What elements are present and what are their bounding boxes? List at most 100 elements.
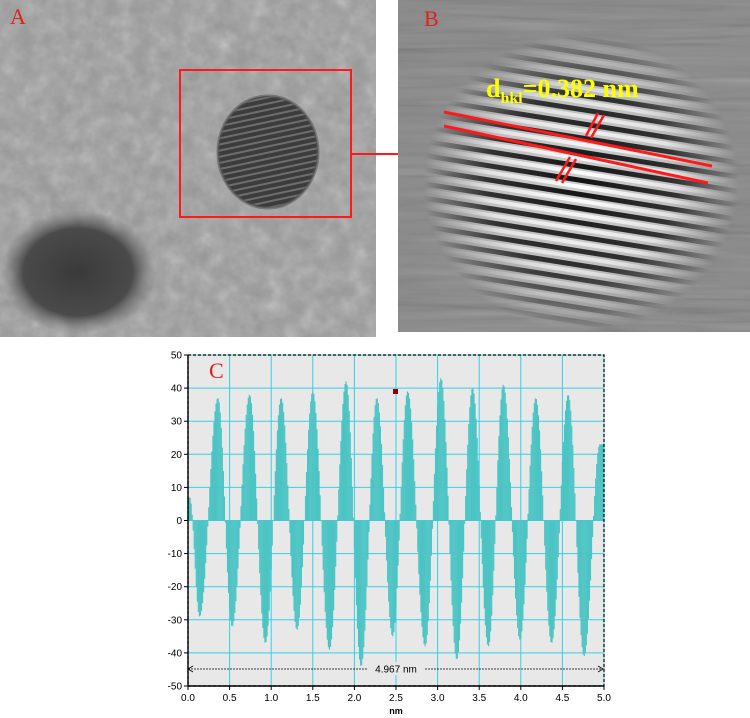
- profile-bar: [239, 520, 241, 528]
- profile-bar: [427, 520, 429, 622]
- profile-bar: [188, 497, 190, 521]
- profile-bar: [518, 520, 520, 637]
- measurement-label: 4.967 nm: [375, 665, 417, 676]
- profile-bar: [311, 393, 313, 521]
- profile-bar: [562, 441, 565, 521]
- profile-bar: [452, 520, 454, 627]
- profile-bar: [546, 520, 548, 592]
- profile-bar: [529, 465, 531, 521]
- profile-bar: [342, 404, 344, 521]
- profile-bar: [222, 470, 224, 521]
- profile-bar: [205, 520, 207, 563]
- profile-bar: [553, 520, 555, 630]
- profile-bar: [509, 482, 511, 521]
- profile-bar: [264, 520, 266, 643]
- profile-bar: [467, 444, 469, 521]
- profile-bar: [449, 520, 451, 554]
- profile-bar: [377, 402, 379, 521]
- profile-bar: [470, 395, 472, 521]
- profile-bar: [586, 520, 588, 634]
- profile-bar: [435, 425, 438, 521]
- profile-bar: [247, 397, 249, 521]
- profile-bar: [294, 520, 296, 622]
- profile-bar: [484, 520, 487, 626]
- profile-bar: [573, 468, 575, 521]
- profile-bar: [284, 425, 286, 521]
- profile-bar: [235, 520, 237, 602]
- lattice-line-bottom: [443, 124, 709, 185]
- profile-bar: [554, 520, 556, 617]
- profile-bar: [263, 520, 265, 638]
- profile-bar: [353, 520, 355, 549]
- profile-bar: [229, 520, 231, 610]
- profile-bar: [219, 412, 221, 521]
- profile-bar: [486, 520, 489, 645]
- profile-bar: [226, 520, 229, 573]
- d-spacing-value: =0.382 nm: [522, 74, 639, 103]
- profile-bar: [603, 444, 605, 521]
- cursor-marker: [393, 389, 398, 394]
- profile-bar: [431, 520, 433, 529]
- profile-bar: [197, 520, 199, 612]
- profile-bar: [510, 507, 513, 521]
- selection-box: [179, 69, 352, 218]
- profile-bar: [517, 520, 519, 628]
- profile-bar: [465, 495, 467, 521]
- profile-bar: [415, 504, 417, 521]
- profile-bar: [468, 423, 470, 521]
- profile-bar: [533, 403, 535, 521]
- profile-bar: [597, 453, 599, 521]
- profile-bar: [450, 520, 452, 581]
- profile-bar: [386, 520, 388, 561]
- profile-bar: [582, 520, 584, 655]
- profile-bar: [460, 520, 463, 603]
- profile-bar: [568, 395, 570, 521]
- profile-bar: [499, 415, 501, 521]
- profile-bar: [591, 520, 594, 538]
- profile-bar: [224, 520, 227, 523]
- profile-bar: [516, 520, 518, 616]
- profile-bar: [204, 520, 206, 579]
- profile-bar: [489, 520, 491, 642]
- profile-bar: [490, 520, 492, 632]
- profile-bar: [221, 447, 223, 521]
- profile-bar: [512, 520, 515, 557]
- profile-bar: [493, 520, 495, 571]
- profile-bar: [301, 520, 303, 568]
- profile-bar: [433, 473, 436, 521]
- profile-bar: [476, 437, 478, 521]
- profile-bar: [495, 515, 497, 521]
- profile-bar: [209, 487, 211, 521]
- x-tick-label: 4.5: [555, 693, 569, 704]
- profile-bar: [216, 399, 218, 521]
- profile-bar: [407, 392, 410, 521]
- profile-bar: [560, 485, 562, 521]
- profile-bar: [398, 520, 400, 541]
- profile-bar: [502, 384, 504, 521]
- profile-bar: [388, 520, 390, 602]
- profile-bar: [567, 395, 569, 521]
- profile-bar: [434, 448, 437, 521]
- profile-bar: [577, 520, 579, 573]
- profile-bar: [240, 506, 242, 521]
- profile-bar: [234, 520, 236, 613]
- d-spacing-symbol: d: [486, 74, 501, 103]
- profile-bar: [599, 444, 601, 521]
- y-tick-label: 40: [171, 384, 183, 395]
- profile-bar: [326, 520, 328, 640]
- profile-bar: [408, 398, 411, 521]
- profile-bar: [454, 520, 456, 654]
- profile-bar: [227, 520, 230, 593]
- profile-bar: [440, 378, 442, 521]
- profile-bar: [515, 520, 517, 599]
- profile-bar: [532, 412, 534, 521]
- profile-bar: [244, 428, 246, 521]
- profile-bar: [601, 444, 603, 521]
- profile-bar: [424, 520, 426, 647]
- profile-bar: [531, 426, 533, 521]
- profile-bar: [523, 520, 525, 605]
- profile-bar: [438, 391, 440, 521]
- profile-bar: [558, 520, 560, 534]
- profile-bar: [251, 414, 254, 521]
- profile-bar: [245, 414, 247, 521]
